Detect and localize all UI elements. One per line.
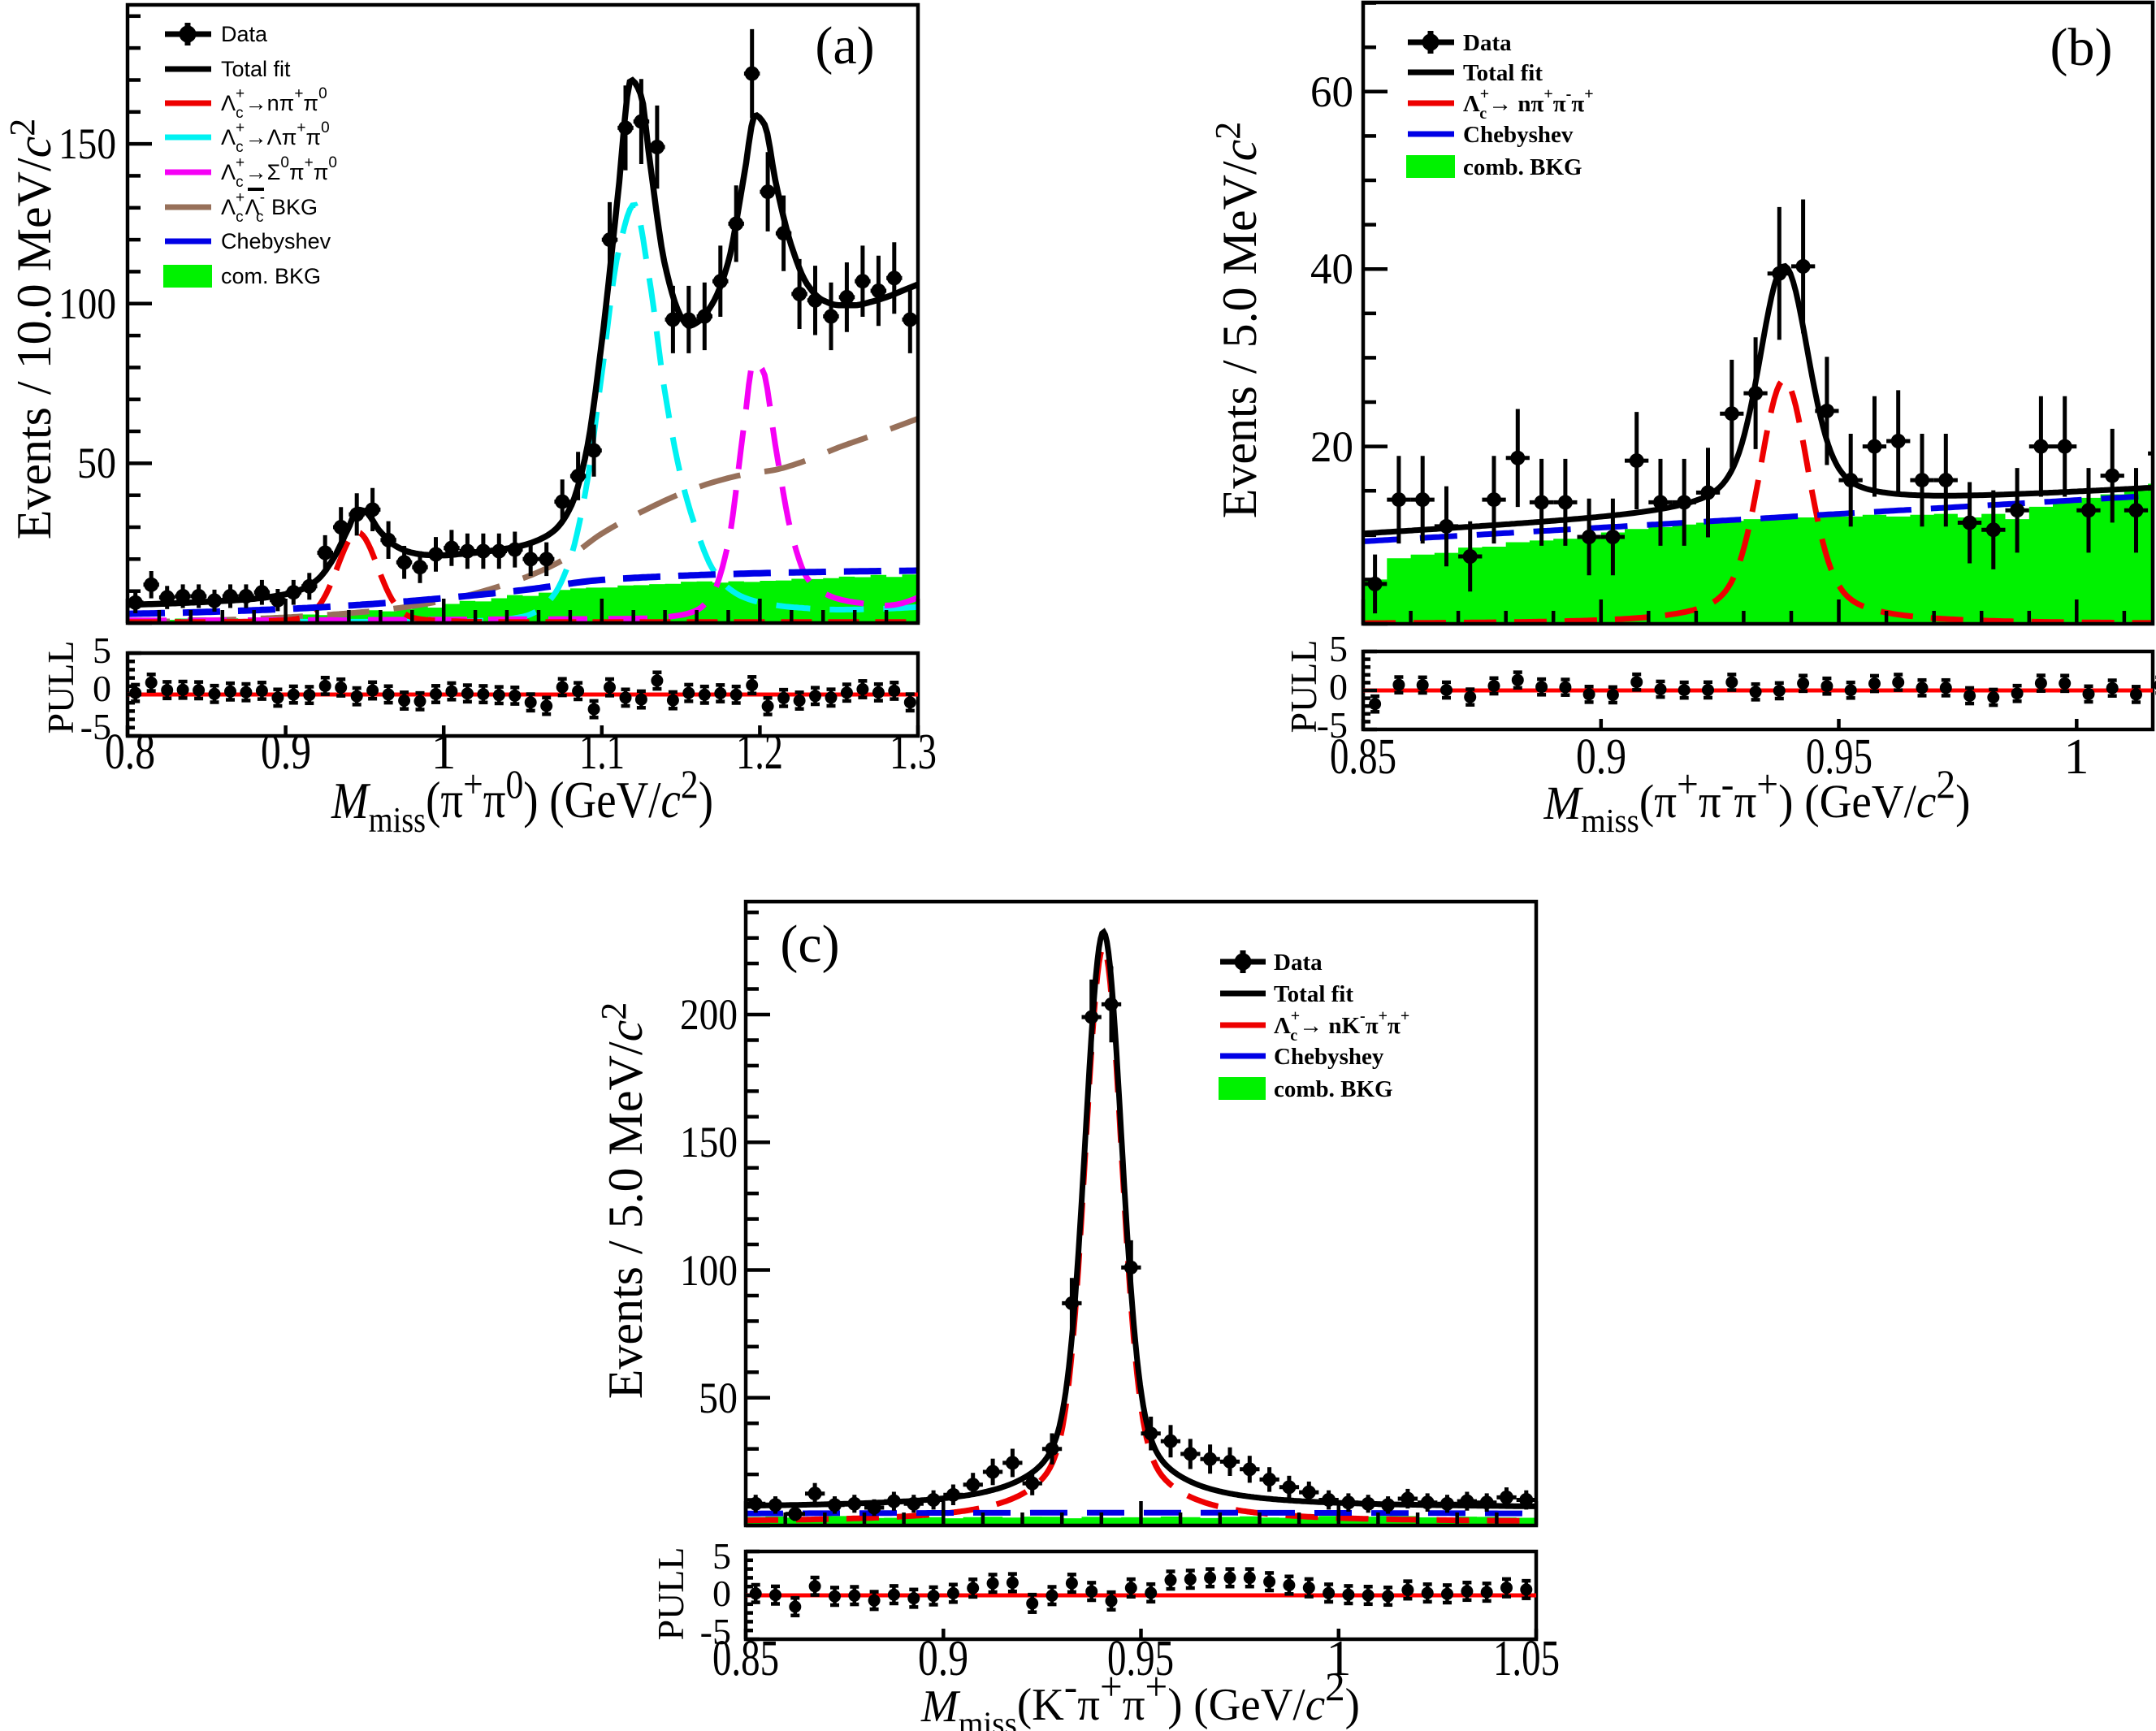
- svg-text:Mmiss(π+π0) (GeV/c2): Mmiss(π+π0) (GeV/c2): [331, 761, 713, 840]
- svg-text:(c): (c): [780, 915, 839, 974]
- svg-text:1.2: 1.2: [736, 725, 783, 780]
- svg-text:40: 40: [1310, 245, 1353, 293]
- svg-text:Chebyshev: Chebyshev: [1463, 122, 1574, 148]
- svg-text:(b): (b): [2050, 18, 2113, 77]
- svg-text:50: 50: [699, 1374, 738, 1422]
- svg-text:Total fit: Total fit: [1463, 60, 1543, 86]
- svg-text:5: 5: [712, 1535, 731, 1577]
- svg-text:com. BKG: com. BKG: [221, 264, 321, 288]
- svg-text:-5: -5: [80, 706, 111, 747]
- svg-text:1: 1: [1327, 1631, 1352, 1686]
- svg-text:1: 1: [431, 725, 457, 780]
- svg-text:0.9: 0.9: [918, 1631, 968, 1686]
- svg-text:1: 1: [2064, 729, 2089, 785]
- svg-text:5: 5: [93, 630, 111, 671]
- svg-text:0.8: 0.8: [105, 725, 155, 780]
- svg-text:200: 200: [680, 990, 738, 1039]
- svg-text:1.3: 1.3: [890, 725, 937, 780]
- svg-text:Data: Data: [1463, 30, 1512, 56]
- svg-text:comb. BKG: comb. BKG: [1274, 1076, 1393, 1102]
- svg-text:Events / 5.0 MeV/c2: Events / 5.0 MeV/c2: [594, 1002, 652, 1400]
- svg-text:Data: Data: [1274, 950, 1323, 976]
- svg-text:PULL: PULL: [40, 641, 81, 734]
- svg-text:100: 100: [680, 1246, 738, 1295]
- svg-text:0.9: 0.9: [261, 725, 311, 780]
- svg-text:50: 50: [77, 439, 116, 487]
- svg-text:0.95: 0.95: [1107, 1631, 1174, 1686]
- svg-text:-5: -5: [1317, 704, 1348, 746]
- svg-text:1.05: 1.05: [1493, 1631, 1560, 1686]
- svg-text:Mmiss(π+π-π+) (GeV/c2): Mmiss(π+π-π+) (GeV/c2): [1543, 761, 1971, 839]
- svg-text:Mmiss(K-π+π+) (GeV/c2): Mmiss(K-π+π+) (GeV/c2): [920, 1664, 1360, 1731]
- svg-text:150: 150: [680, 1118, 738, 1166]
- svg-text:0: 0: [1329, 666, 1348, 708]
- svg-text:0.95: 0.95: [1806, 729, 1872, 785]
- svg-text:Chebyshev: Chebyshev: [221, 229, 331, 253]
- svg-text:0.85: 0.85: [1330, 729, 1396, 785]
- svg-text:20: 20: [1310, 422, 1353, 471]
- svg-text:0: 0: [93, 668, 111, 709]
- svg-text:Data: Data: [221, 22, 268, 46]
- svg-text:Events / 5.0 MeV/c2: Events / 5.0 MeV/c2: [1208, 122, 1266, 519]
- svg-text:comb. BKG: comb. BKG: [1463, 154, 1582, 180]
- svg-text:100: 100: [58, 279, 116, 328]
- svg-text:0.9: 0.9: [1576, 729, 1626, 785]
- svg-text:0.85: 0.85: [712, 1631, 779, 1686]
- svg-text:0: 0: [712, 1573, 731, 1614]
- svg-text:Events / 10.0 MeV/c2: Events / 10.0 MeV/c2: [2, 119, 61, 540]
- svg-text:5: 5: [1329, 628, 1348, 669]
- svg-text:(a): (a): [815, 16, 874, 76]
- svg-text:1.1: 1.1: [579, 725, 625, 780]
- svg-text:Chebyshey: Chebyshey: [1274, 1044, 1384, 1070]
- svg-text:PULL: PULL: [650, 1547, 691, 1641]
- svg-text:-5: -5: [700, 1611, 731, 1652]
- svg-text:PULL: PULL: [1283, 640, 1324, 734]
- svg-text:Total fit: Total fit: [221, 57, 291, 81]
- svg-text:60: 60: [1310, 67, 1353, 116]
- svg-text:150: 150: [58, 119, 116, 168]
- svg-text:Total fit: Total fit: [1274, 981, 1353, 1007]
